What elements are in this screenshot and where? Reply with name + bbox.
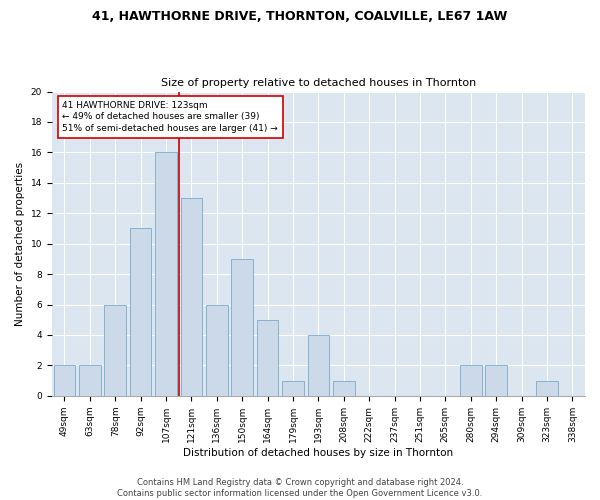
- Title: Size of property relative to detached houses in Thornton: Size of property relative to detached ho…: [161, 78, 476, 88]
- Bar: [257, 320, 278, 396]
- Bar: [232, 259, 253, 396]
- X-axis label: Distribution of detached houses by size in Thornton: Distribution of detached houses by size …: [184, 448, 454, 458]
- Y-axis label: Number of detached properties: Number of detached properties: [15, 162, 25, 326]
- Bar: [181, 198, 202, 396]
- Text: 41 HAWTHORNE DRIVE: 123sqm
← 49% of detached houses are smaller (39)
51% of semi: 41 HAWTHORNE DRIVE: 123sqm ← 49% of deta…: [62, 100, 278, 134]
- Bar: [53, 366, 75, 396]
- Bar: [485, 366, 507, 396]
- Bar: [130, 228, 151, 396]
- Bar: [536, 380, 558, 396]
- Bar: [460, 366, 482, 396]
- Bar: [155, 152, 177, 396]
- Bar: [333, 380, 355, 396]
- Bar: [79, 366, 101, 396]
- Bar: [206, 304, 227, 396]
- Bar: [282, 380, 304, 396]
- Bar: [308, 335, 329, 396]
- Bar: [104, 304, 126, 396]
- Text: Contains HM Land Registry data © Crown copyright and database right 2024.
Contai: Contains HM Land Registry data © Crown c…: [118, 478, 482, 498]
- Text: 41, HAWTHORNE DRIVE, THORNTON, COALVILLE, LE67 1AW: 41, HAWTHORNE DRIVE, THORNTON, COALVILLE…: [92, 10, 508, 23]
